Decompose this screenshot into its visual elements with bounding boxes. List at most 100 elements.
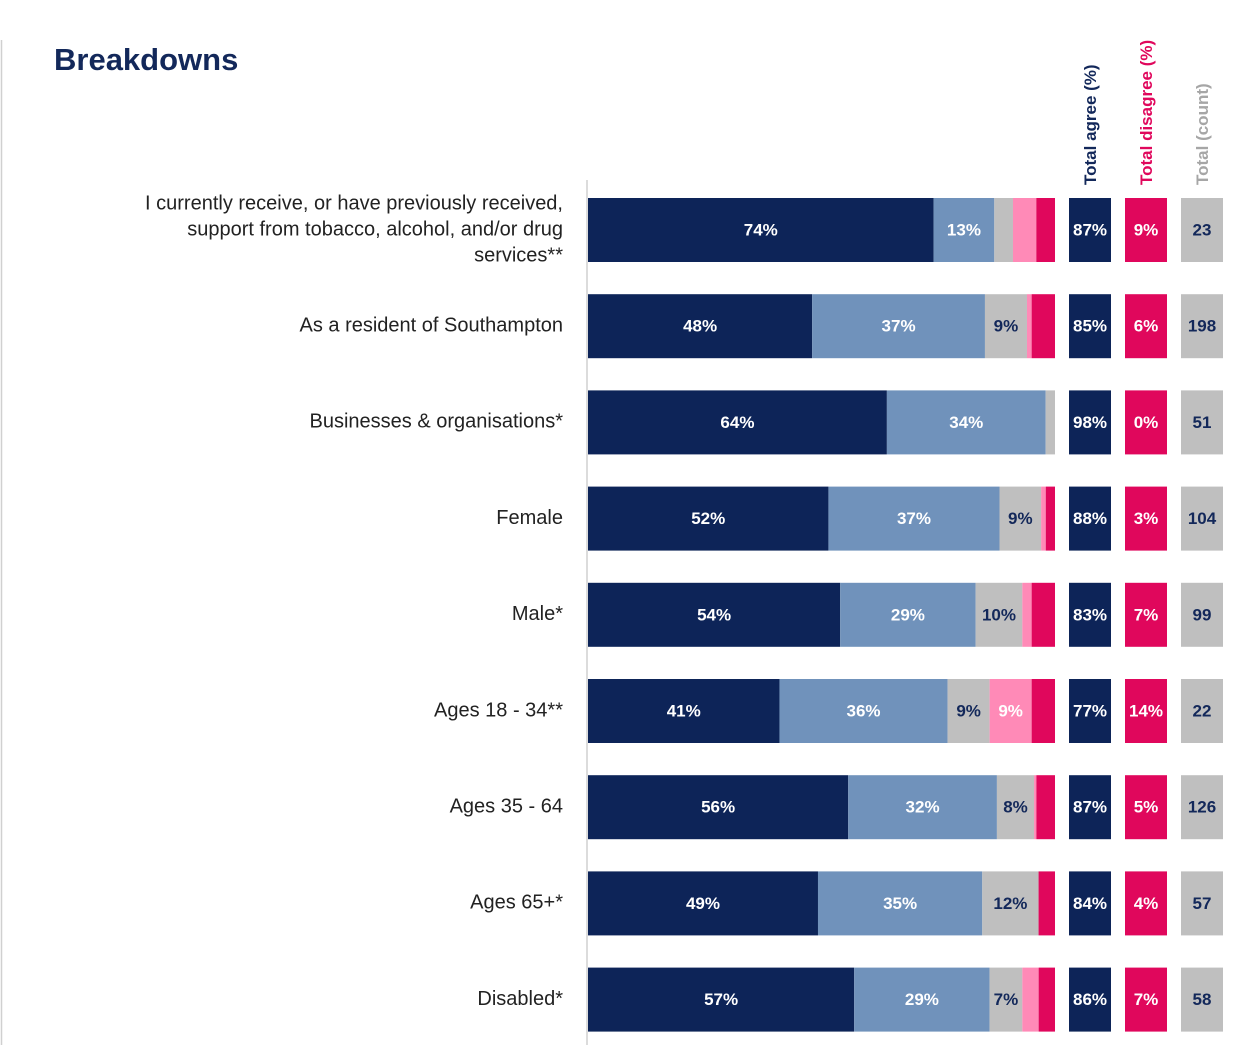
bar-segment	[588, 775, 849, 840]
bar-segment	[779, 679, 948, 743]
bar-segment	[1041, 486, 1046, 551]
summary-box	[1125, 198, 1167, 262]
data-label: 32%	[906, 798, 940, 817]
data-label: 12%	[993, 894, 1027, 913]
bar-segment	[886, 390, 1046, 455]
data-label: 29%	[905, 990, 939, 1009]
data-label: 41%	[667, 701, 701, 720]
summary-value: 98%	[1073, 413, 1107, 432]
category-label: I currently receive, or have previously …	[145, 192, 563, 214]
bar-segment	[1036, 198, 1055, 262]
bar-segment	[840, 582, 976, 647]
bar-row: Disabled* 57% 29% 7% 86% 7% 58	[477, 967, 1223, 1032]
summary-box	[1069, 775, 1111, 840]
bar-segment	[999, 486, 1042, 551]
bar-segment	[1034, 775, 1037, 840]
bar-row: Ages 35 - 64 56% 32% 8% 87% 5% 126	[450, 775, 1223, 840]
summary-box	[1069, 871, 1111, 936]
data-label: 10%	[982, 605, 1016, 624]
bar-row: Businesses & organisations* 64% 34% 98% 0% 51	[310, 390, 1223, 455]
bar-segment	[1045, 390, 1055, 455]
bar-segment	[588, 679, 780, 743]
summary-value: 23	[1193, 220, 1212, 239]
summary-value: 57	[1193, 894, 1212, 913]
summary-box	[1069, 198, 1111, 262]
summary-box	[1069, 967, 1111, 1032]
bar-segment	[1031, 294, 1055, 359]
summary-box	[1181, 198, 1223, 262]
data-label: 64%	[720, 413, 754, 432]
summary-value: 7%	[1134, 990, 1159, 1009]
summary-value: 7%	[1134, 605, 1159, 624]
summary-value: 77%	[1073, 701, 1107, 720]
bar-segment	[982, 871, 1039, 936]
column-header: Total (count)	[1193, 83, 1212, 185]
data-label: 37%	[897, 509, 931, 528]
data-label: 9%	[998, 701, 1023, 720]
summary-value: 4%	[1134, 894, 1159, 913]
bar-segment	[1012, 198, 1037, 262]
bar-segment	[1036, 775, 1055, 840]
bar-segment	[588, 198, 934, 262]
summary-box	[1069, 390, 1111, 455]
bar-segment	[588, 582, 841, 647]
category-label: Female	[496, 507, 563, 529]
data-label: 37%	[882, 317, 916, 336]
summary-value: 6%	[1134, 317, 1159, 336]
summary-value: 85%	[1073, 317, 1107, 336]
data-label: 7%	[994, 990, 1019, 1009]
bar-segment	[588, 486, 829, 551]
summary-box	[1181, 486, 1223, 551]
bar-segment	[933, 198, 995, 262]
summary-value: 87%	[1073, 220, 1107, 239]
summary-value: 88%	[1073, 509, 1107, 528]
data-label: 49%	[686, 894, 720, 913]
category-label: Ages 65+*	[470, 892, 563, 914]
summary-box	[1069, 679, 1111, 743]
category-label: services**	[474, 244, 563, 266]
data-label: 36%	[847, 701, 881, 720]
summary-value: 58	[1193, 990, 1212, 1009]
bar-segment	[854, 967, 990, 1032]
bar-segment	[1038, 871, 1055, 936]
summary-value: 104	[1188, 509, 1217, 528]
bar-segment	[1045, 486, 1055, 551]
data-label: 29%	[891, 605, 925, 624]
bar-segment	[947, 679, 990, 743]
summary-box	[1181, 390, 1223, 455]
summary-box	[1181, 679, 1223, 743]
bar-row: Ages 18 - 34** 41% 36% 9% 9% 77% 14% 22	[434, 679, 1223, 743]
summary-box	[1181, 967, 1223, 1032]
column-header: Total disagree (%)	[1137, 40, 1156, 185]
summary-box	[1125, 775, 1167, 840]
summary-value: 83%	[1073, 605, 1107, 624]
category-label: Businesses & organisations*	[310, 411, 564, 433]
summary-value: 9%	[1134, 220, 1159, 239]
summary-value: 14%	[1129, 701, 1163, 720]
data-label: 9%	[994, 317, 1019, 336]
summary-box	[1069, 582, 1111, 647]
data-label: 74%	[744, 220, 778, 239]
bar-segment	[588, 294, 813, 359]
bar-segment	[588, 871, 818, 936]
data-label: 56%	[701, 798, 735, 817]
bar-segment	[1026, 294, 1032, 359]
bar-row: Male* 54% 29% 10% 83% 7% 99	[512, 582, 1223, 647]
bar-segment	[817, 871, 983, 936]
bar-segment	[848, 775, 997, 840]
summary-box	[1125, 294, 1167, 359]
summary-value: 198	[1188, 317, 1216, 336]
summary-value: 87%	[1073, 798, 1107, 817]
bar-row: As a resident of Southampton 48% 37% 9% 85% 6…	[300, 294, 1223, 359]
bar-segment	[989, 679, 1032, 743]
bar-segment	[989, 967, 1023, 1032]
summary-value: 3%	[1134, 509, 1159, 528]
bar-segment	[1038, 967, 1055, 1032]
summary-value: 5%	[1134, 798, 1159, 817]
bar-segment	[812, 294, 985, 359]
summary-value: 0%	[1134, 413, 1159, 432]
category-label: As a resident of Southampton	[300, 314, 564, 336]
column-header: Total agree (%)	[1081, 64, 1100, 185]
bar-segment	[588, 967, 855, 1032]
